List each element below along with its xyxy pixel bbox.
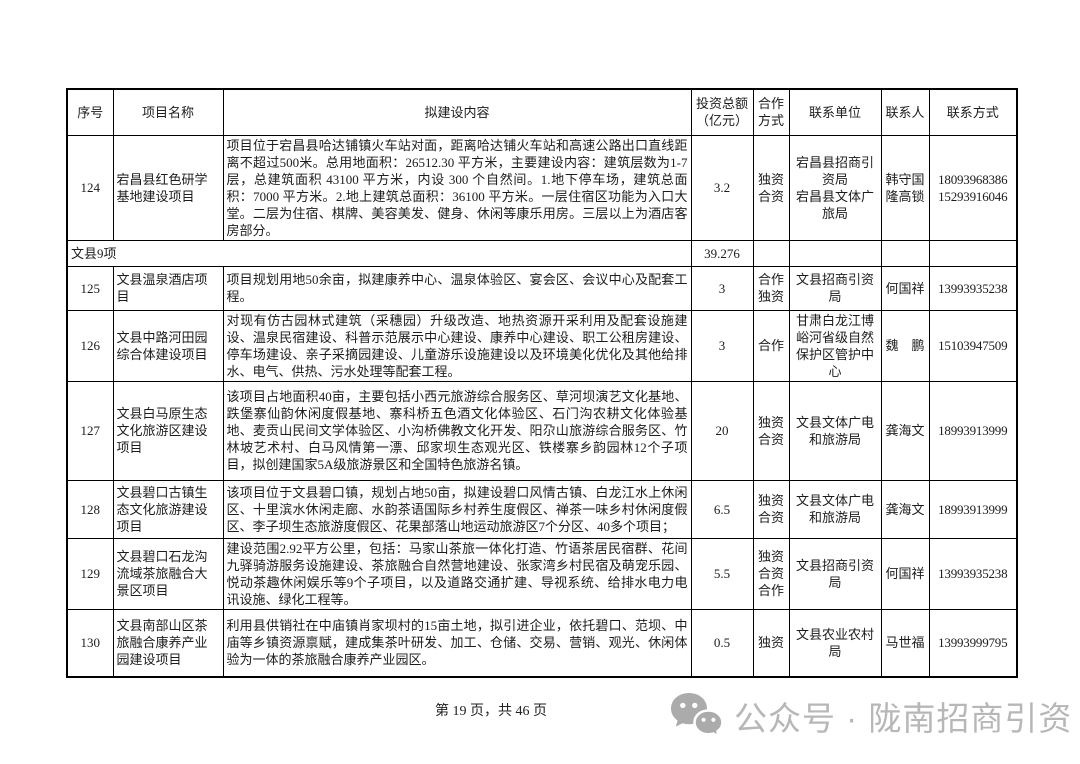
cell-mode: 独资 bbox=[752, 608, 790, 678]
cell-person: 何国祥 bbox=[880, 265, 930, 311]
cell-name: 文县碧口石龙沟流域茶旅融合大景区项目 bbox=[112, 537, 224, 610]
column-header-mode: 合作 方式 bbox=[752, 88, 790, 136]
cell-no: 125 bbox=[66, 265, 114, 311]
cell-investment: 6.5 bbox=[690, 479, 754, 539]
cell-content: 项目规划用地50余亩，拟建康养中心、温泉体验区、宴会区、会议中心及配套工程。 bbox=[222, 265, 692, 311]
project-row: 124 宕昌县红色研学基地建设项目 项目位于宕昌县哈达铺镇火车站对面，距离哈达铺火车… bbox=[66, 134, 1018, 241]
column-header-name: 项目名称 bbox=[112, 88, 224, 136]
cell-phone: 13993935238 bbox=[928, 265, 1018, 311]
group-label: 文县9项 bbox=[66, 239, 692, 267]
cell-person: 龚海文 bbox=[880, 380, 930, 481]
project-row: 129 文县碧口石龙沟流域茶旅融合大景区项目 建设范围2.92平方公里，包括：马家山… bbox=[66, 537, 1018, 610]
cell-no: 129 bbox=[66, 537, 114, 610]
cell-person: 何国祥 bbox=[880, 537, 930, 610]
wechat-logo-icon bbox=[671, 693, 724, 739]
cell-content: 建设范围2.92平方公里，包括：马家山茶旅一体化打造、竹语茶居民宿群、花间九驿骑… bbox=[222, 537, 692, 610]
watermark-text: 公众号 · 陇南招商引资 bbox=[734, 700, 1073, 737]
cell-phone: 18993913999 bbox=[928, 380, 1018, 481]
cell-content: 对现有仿古园林式建筑（采穗园）升级改造、地热资源开采利用及配套设施建设、温泉民宿… bbox=[222, 309, 692, 382]
cell-unit: 文县农业农村局 bbox=[788, 608, 882, 678]
cell-investment: 5.5 bbox=[690, 537, 754, 610]
cell-no: 124 bbox=[66, 134, 114, 241]
watermark: 公众号 · 陇南招商引资 bbox=[668, 690, 1072, 742]
cell-phone: 13993999795 bbox=[928, 608, 1018, 678]
projects-table: 序号 项目名称 拟建设内容 投资总额 （亿元） 合作 方式 联系单位 联系人 联系方式 124… bbox=[66, 88, 1018, 678]
project-row: 127 文县白马原生态文化旅游区建设项目 该项目占地面积40亩，主要包括小西元旅游综… bbox=[66, 380, 1018, 481]
group-empty-cell-unit bbox=[788, 239, 882, 267]
column-header-person: 联系人 bbox=[880, 88, 930, 136]
group-empty-cell-person bbox=[880, 239, 930, 267]
cell-phone: 13993935238 bbox=[928, 537, 1018, 610]
column-header-investment: 投资总额 （亿元） bbox=[690, 88, 754, 136]
column-header-no: 序号 bbox=[66, 88, 114, 136]
group-row: 文县9项 39.276 bbox=[66, 239, 1018, 267]
project-row: 126 文县中路河田园综合体建设项目 对现有仿古园林式建筑（采穗园）升级改造、地热资… bbox=[66, 309, 1018, 382]
column-header-unit: 联系单位 bbox=[788, 88, 882, 136]
cell-no: 127 bbox=[66, 380, 114, 481]
column-header-content: 拟建设内容 bbox=[222, 88, 692, 136]
cell-unit: 文县文体广电和旅游局 bbox=[788, 380, 882, 481]
cell-person: 龚海文 bbox=[880, 479, 930, 539]
cell-mode: 独资 合资 bbox=[752, 380, 790, 481]
cell-content: 该项目占地面积40亩，主要包括小西元旅游综合服务区、草河坝演艺文化基地、跌堡寨仙… bbox=[222, 380, 692, 481]
header-row: 序号 项目名称 拟建设内容 投资总额 （亿元） 合作 方式 联系单位 联系人 联系方式 bbox=[66, 88, 1018, 136]
cell-mode: 合作 独资 bbox=[752, 265, 790, 311]
project-row: 125 文县温泉酒店项目 项目规划用地50余亩，拟建康养中心、温泉体验区、宴会区、会… bbox=[66, 265, 1018, 311]
cell-investment: 20 bbox=[690, 380, 754, 481]
cell-name: 文县白马原生态文化旅游区建设项目 bbox=[112, 380, 224, 481]
cell-no: 130 bbox=[66, 608, 114, 678]
cell-name: 文县碧口古镇生态文化旅游建设项目 bbox=[112, 479, 224, 539]
cell-person: 马世福 bbox=[880, 608, 930, 678]
cell-name: 文县中路河田园综合体建设项目 bbox=[112, 309, 224, 382]
cell-phone: 15103947509 bbox=[928, 309, 1018, 382]
cell-person: 魏 鹏 bbox=[880, 309, 930, 382]
column-header-phone: 联系方式 bbox=[928, 88, 1018, 136]
page-indicator: 第 19 页，共 46 页 bbox=[435, 704, 547, 719]
cell-person: 韩守国 隆高锁 bbox=[880, 134, 930, 241]
cell-name: 文县温泉酒店项目 bbox=[112, 265, 224, 311]
cell-investment: 3.2 bbox=[690, 134, 754, 241]
cell-unit: 甘肃白龙江博峪河省级自然保护区管护中心 bbox=[788, 309, 882, 382]
cell-investment: 0.5 bbox=[690, 608, 754, 678]
table-header: 序号 项目名称 拟建设内容 投资总额 （亿元） 合作 方式 联系单位 联系人 联系方式 bbox=[66, 88, 1018, 136]
project-row: 128 文县碧口古镇生态文化旅游建设项目 该项目位于文县碧口镇，规划占地50亩，拟建… bbox=[66, 479, 1018, 539]
cell-name: 宕昌县红色研学基地建设项目 bbox=[112, 134, 224, 241]
cell-content: 该项目位于文县碧口镇，规划占地50亩，拟建设碧口风情古镇、白龙江水上休闲区、十里… bbox=[222, 479, 692, 539]
cell-investment: 3 bbox=[690, 309, 754, 382]
cell-unit: 宕昌县招商引资局 宕昌县文体广旅局 bbox=[788, 134, 882, 241]
cell-content: 利用县供销社在中庙镇肖家坝村的15亩土地，拟引进企业，依托碧口、范坝、中庙等乡镇… bbox=[222, 608, 692, 678]
cell-mode: 独资 合资 bbox=[752, 479, 790, 539]
cell-no: 128 bbox=[66, 479, 114, 539]
project-row: 130 文县南部山区茶旅融合康养产业园建设项目 利用县供销社在中庙镇肖家坝村的15亩… bbox=[66, 608, 1018, 678]
cell-mode: 独资 合资 bbox=[752, 134, 790, 241]
group-investment-total: 39.276 bbox=[690, 239, 754, 267]
group-empty-cell-phone bbox=[928, 239, 1018, 267]
cell-unit: 文县招商引资局 bbox=[788, 265, 882, 311]
cell-mode: 独资 合资 合作 bbox=[752, 537, 790, 610]
cell-unit: 文县招商引资局 bbox=[788, 537, 882, 610]
table-body: 124 宕昌县红色研学基地建设项目 项目位于宕昌县哈达铺镇火车站对面，距离哈达铺火车… bbox=[66, 134, 1018, 678]
group-empty-cell-mode bbox=[752, 239, 790, 267]
cell-phone: 18993913999 bbox=[928, 479, 1018, 539]
cell-phone: 18093968386 15293916046 bbox=[928, 134, 1018, 241]
cell-name: 文县南部山区茶旅融合康养产业园建设项目 bbox=[112, 608, 224, 678]
cell-content: 项目位于宕昌县哈达铺镇火车站对面，距离哈达铺火车站和高速公路出口直线距离不超过5… bbox=[222, 134, 692, 241]
cell-no: 126 bbox=[66, 309, 114, 382]
cell-unit: 文县文体广电和旅游局 bbox=[788, 479, 882, 539]
cell-investment: 3 bbox=[690, 265, 754, 311]
cell-mode: 合作 bbox=[752, 309, 790, 382]
